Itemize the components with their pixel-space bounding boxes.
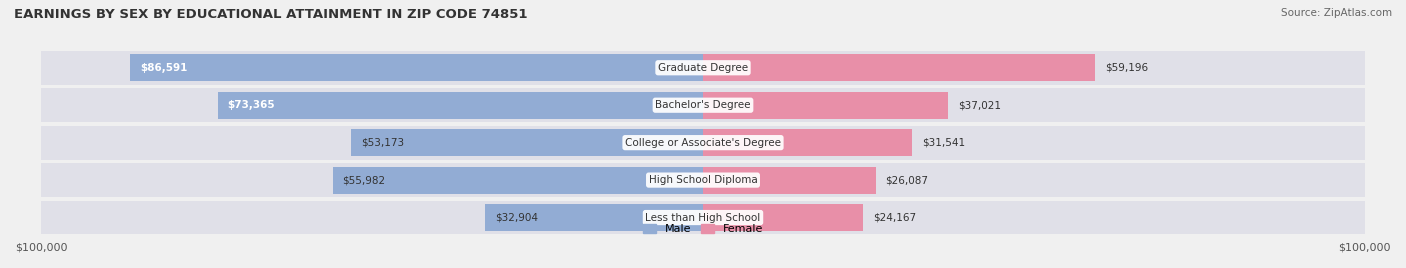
- Text: $55,982: $55,982: [343, 175, 385, 185]
- Text: $32,904: $32,904: [495, 213, 538, 222]
- Bar: [703, 54, 1095, 81]
- Bar: [129, 54, 703, 81]
- Bar: [333, 167, 703, 193]
- Bar: [703, 129, 911, 156]
- Text: $26,087: $26,087: [886, 175, 928, 185]
- Bar: [41, 126, 703, 159]
- Bar: [485, 204, 703, 231]
- Bar: [41, 88, 703, 122]
- Bar: [703, 163, 1365, 197]
- Text: $59,196: $59,196: [1105, 63, 1147, 73]
- Bar: [41, 201, 703, 234]
- Bar: [41, 51, 703, 85]
- Text: Source: ZipAtlas.com: Source: ZipAtlas.com: [1281, 8, 1392, 18]
- Bar: [703, 51, 1365, 85]
- Text: $73,365: $73,365: [228, 100, 276, 110]
- Text: $31,541: $31,541: [922, 138, 965, 148]
- Bar: [703, 167, 876, 193]
- Text: $37,021: $37,021: [957, 100, 1001, 110]
- Text: High School Diploma: High School Diploma: [648, 175, 758, 185]
- Text: $24,167: $24,167: [873, 213, 915, 222]
- Bar: [352, 129, 703, 156]
- Text: $53,173: $53,173: [361, 138, 404, 148]
- Text: College or Associate's Degree: College or Associate's Degree: [626, 138, 780, 148]
- Text: EARNINGS BY SEX BY EDUCATIONAL ATTAINMENT IN ZIP CODE 74851: EARNINGS BY SEX BY EDUCATIONAL ATTAINMEN…: [14, 8, 527, 21]
- Bar: [218, 92, 703, 119]
- Text: Bachelor's Degree: Bachelor's Degree: [655, 100, 751, 110]
- Bar: [41, 163, 703, 197]
- Text: Less than High School: Less than High School: [645, 213, 761, 222]
- Bar: [703, 126, 1365, 159]
- Bar: [703, 92, 948, 119]
- Text: $86,591: $86,591: [141, 63, 187, 73]
- Bar: [703, 201, 1365, 234]
- Legend: Male, Female: Male, Female: [641, 222, 765, 236]
- Text: Graduate Degree: Graduate Degree: [658, 63, 748, 73]
- Bar: [703, 204, 863, 231]
- Bar: [703, 88, 1365, 122]
